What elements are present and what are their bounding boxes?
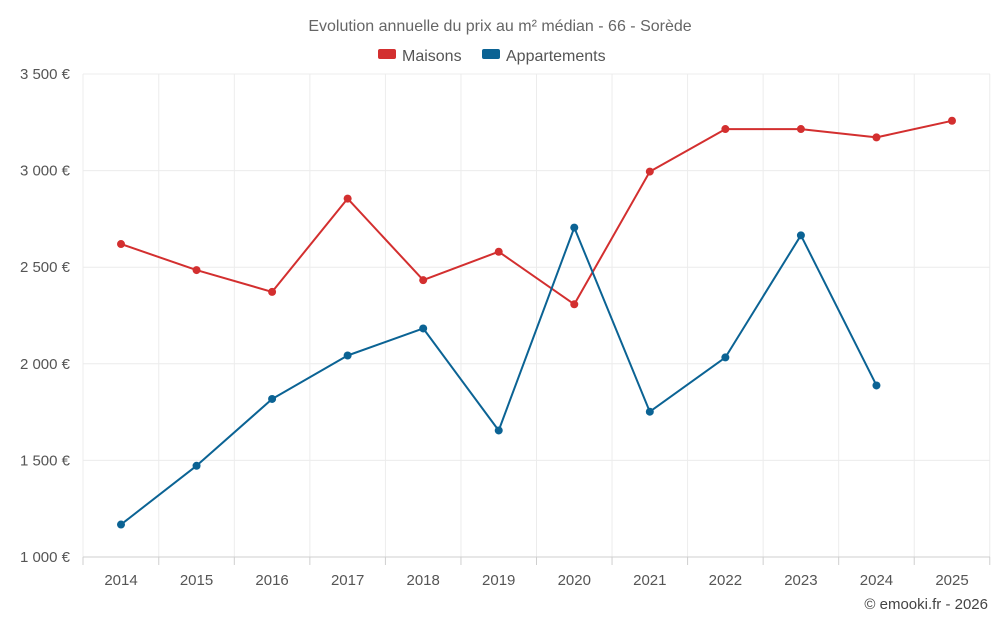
data-point-appartements[interactable] bbox=[796, 231, 805, 240]
x-tick-label: 2019 bbox=[482, 572, 515, 589]
series-layer bbox=[117, 116, 956, 529]
x-tick-label: 2016 bbox=[255, 572, 288, 589]
data-point-maisons[interactable] bbox=[948, 116, 956, 125]
y-tick-label: 3 000 € bbox=[20, 163, 71, 180]
x-tick-label: 2022 bbox=[709, 572, 742, 589]
legend-swatch-maisons bbox=[378, 49, 396, 59]
data-point-maisons[interactable] bbox=[721, 125, 730, 134]
x-tick-label: 2018 bbox=[406, 572, 439, 589]
data-point-appartements[interactable] bbox=[343, 351, 352, 360]
data-point-appartements[interactable] bbox=[192, 461, 201, 470]
data-point-maisons[interactable] bbox=[494, 247, 503, 256]
data-point-appartements[interactable] bbox=[570, 223, 579, 232]
data-point-maisons[interactable] bbox=[117, 240, 125, 249]
legend: Maisons Appartements bbox=[378, 48, 606, 65]
x-tick-label: 2024 bbox=[860, 572, 893, 589]
legend-label-maisons: Maisons bbox=[402, 48, 462, 65]
data-point-maisons[interactable] bbox=[796, 125, 805, 134]
data-point-maisons[interactable] bbox=[645, 167, 654, 176]
credit-text: © emooki.fr - 2026 bbox=[864, 596, 988, 613]
series-line-maisons bbox=[120, 119, 953, 306]
data-point-appartements[interactable] bbox=[721, 353, 730, 362]
legend-item-maisons[interactable]: Maisons bbox=[378, 48, 462, 65]
legend-item-appartements[interactable]: Appartements bbox=[482, 48, 606, 65]
gridlines bbox=[82, 73, 991, 557]
chart-title: Evolution annuelle du prix au m² médian … bbox=[308, 18, 691, 35]
x-tick-label: 2015 bbox=[180, 572, 213, 589]
y-tick-label: 2 500 € bbox=[20, 259, 71, 276]
data-point-appartements[interactable] bbox=[645, 407, 654, 416]
y-tick-label: 2 000 € bbox=[20, 356, 71, 373]
data-point-appartements[interactable] bbox=[268, 394, 277, 403]
x-tick-label: 2014 bbox=[104, 572, 137, 589]
data-point-maisons[interactable] bbox=[872, 133, 881, 142]
y-tick-label: 1 500 € bbox=[20, 452, 71, 469]
data-point-maisons[interactable] bbox=[268, 287, 277, 296]
y-tick-label: 1 000 € bbox=[20, 549, 71, 566]
x-tick-label: 2020 bbox=[558, 572, 591, 589]
x-tick-label: 2021 bbox=[633, 572, 666, 589]
legend-label-appartements: Appartements bbox=[506, 48, 606, 65]
data-point-appartements[interactable] bbox=[117, 520, 125, 529]
x-axis: 2014 2015 2016 2017 2018 2019 2020 2021 2022 2023… bbox=[82, 556, 991, 589]
x-tick-label: 2025 bbox=[935, 572, 968, 589]
data-point-appartements[interactable] bbox=[419, 324, 428, 333]
data-point-maisons[interactable] bbox=[192, 266, 201, 275]
legend-swatch-appartements bbox=[482, 49, 500, 59]
x-tick-label: 2017 bbox=[331, 572, 364, 589]
data-point-maisons[interactable] bbox=[570, 300, 579, 309]
data-point-appartements[interactable] bbox=[872, 381, 881, 390]
data-point-maisons[interactable] bbox=[419, 276, 428, 285]
data-point-maisons[interactable] bbox=[343, 194, 352, 203]
data-point-appartements[interactable] bbox=[494, 426, 503, 435]
y-axis: 1 000 € 1 500 € 2 000 € 2 500 € 3 000 € 3 500… bbox=[20, 66, 71, 566]
x-tick-label: 2023 bbox=[784, 572, 817, 589]
y-tick-label: 3 500 € bbox=[20, 66, 71, 83]
